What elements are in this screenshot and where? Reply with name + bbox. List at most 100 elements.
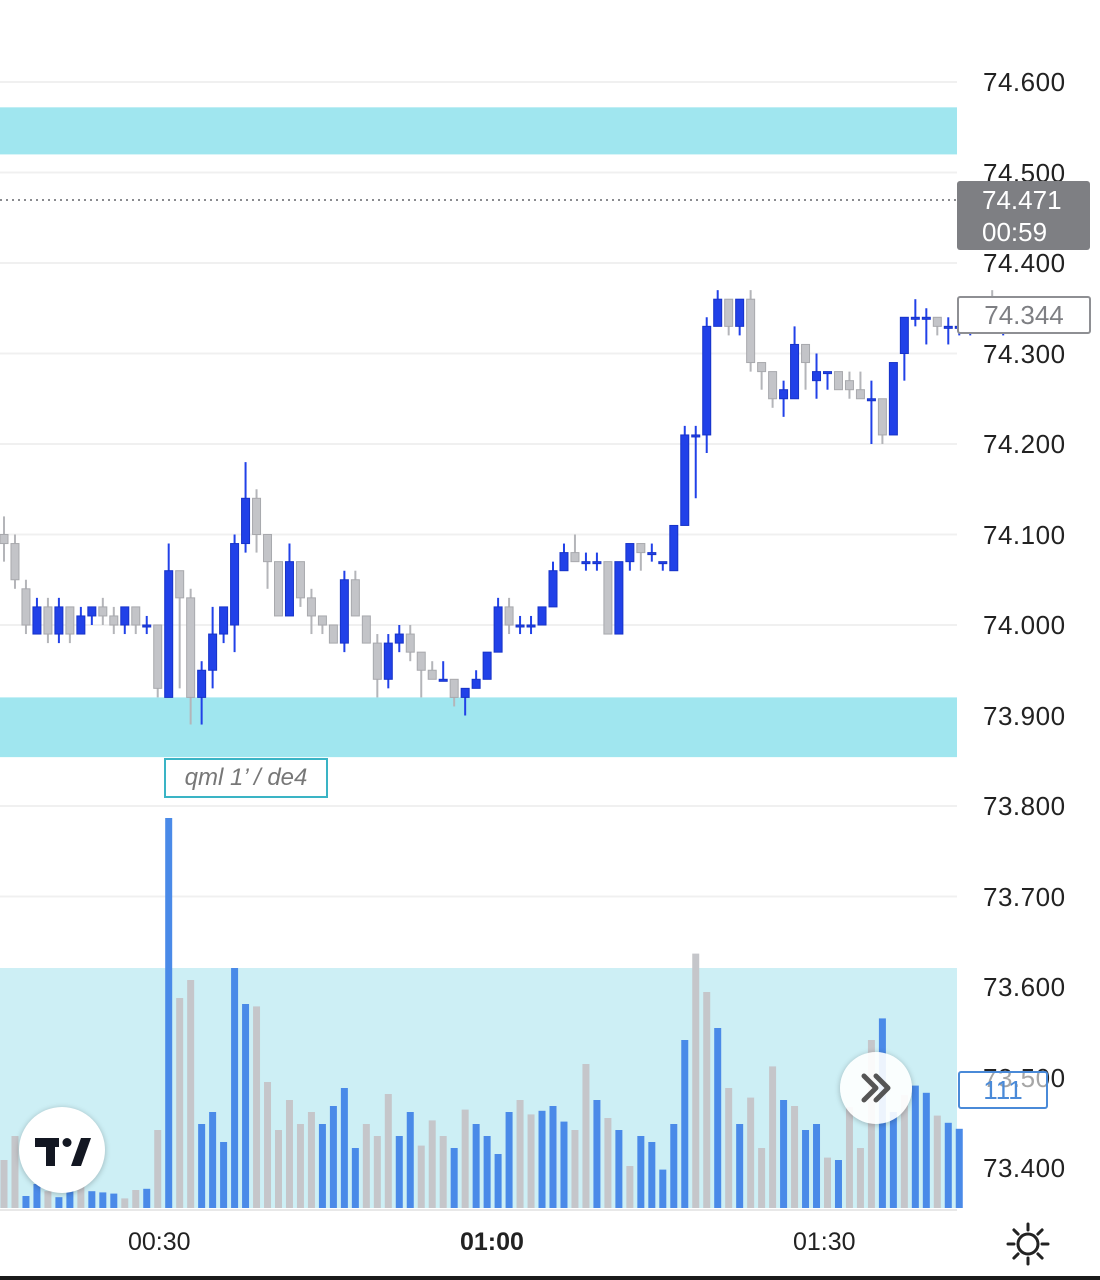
candle-body (339, 579, 349, 644)
candle (877, 398, 887, 444)
candle-body (482, 651, 492, 680)
candle-body (274, 561, 283, 617)
candle (350, 570, 360, 617)
volume-bar (154, 1130, 162, 1208)
volume-bar (582, 1064, 590, 1208)
price-axis-label: 74.000 (983, 610, 1066, 640)
candle-body (449, 678, 459, 698)
candle-body (219, 606, 229, 635)
candle (263, 534, 273, 589)
candle (197, 661, 207, 725)
candle (306, 588, 316, 635)
candle-body (581, 561, 591, 565)
volume-bar (922, 1092, 930, 1208)
candle (65, 606, 75, 644)
volume-bar (834, 1160, 842, 1208)
candle-body (636, 543, 646, 554)
candle (186, 588, 196, 725)
candle (713, 290, 723, 327)
candle (208, 606, 218, 689)
price-axis-label: 73.800 (983, 791, 1066, 821)
candle-body (899, 316, 909, 354)
candle-body (98, 606, 108, 617)
candle-body (833, 371, 843, 391)
candle (636, 543, 646, 571)
price-axis-label: 74.200 (983, 429, 1066, 459)
candle (339, 570, 349, 653)
candle (691, 425, 701, 499)
candle (614, 561, 624, 635)
candle-body (241, 497, 251, 545)
zone-annotation[interactable]: qml 1’ / de4 (164, 758, 328, 798)
candle-body (713, 298, 723, 327)
candle (54, 597, 64, 644)
candle-body (197, 669, 207, 698)
volume-bar (275, 1130, 282, 1208)
volume-bar (736, 1124, 744, 1208)
candle-body (153, 624, 163, 689)
volume-layer (0, 818, 963, 1208)
price-axis-label: 73.900 (983, 700, 1066, 731)
candle-body (746, 298, 756, 364)
volume-bar (856, 1148, 864, 1208)
candle (943, 317, 953, 345)
candle-body (21, 588, 31, 626)
volume-bar (571, 1130, 579, 1208)
candle (603, 561, 613, 635)
candle (252, 489, 262, 553)
candle (120, 606, 130, 635)
time-axis-label: 01:30 (793, 1228, 856, 1256)
candle (131, 606, 141, 635)
candle (581, 552, 591, 571)
candle (87, 606, 97, 625)
candle-body (493, 606, 503, 653)
candle (899, 316, 909, 381)
candle (328, 624, 338, 644)
candle (757, 362, 767, 390)
candle (284, 543, 294, 617)
volume-bar (231, 968, 239, 1208)
volume-bar (121, 1198, 129, 1208)
scroll-to-realtime-button[interactable] (840, 1052, 912, 1124)
candle (493, 597, 503, 653)
volume-bar (681, 1040, 689, 1208)
last-price-value: 74.471 (982, 185, 1062, 215)
volume-bar (11, 1136, 19, 1208)
candle-body (757, 362, 767, 373)
candle (471, 670, 481, 689)
candle-body (669, 524, 679, 572)
volume-bar (813, 1124, 821, 1208)
candle-body (559, 552, 569, 572)
candle-body (65, 606, 75, 635)
candle (779, 380, 789, 417)
candle-body (614, 561, 624, 635)
candle-body (647, 552, 657, 556)
volume-bar (560, 1121, 568, 1208)
candle (592, 552, 602, 571)
volume-bar (209, 1112, 217, 1208)
candle (658, 561, 668, 571)
candle (680, 425, 690, 526)
candle-body (515, 624, 525, 628)
volume-bar (593, 1100, 601, 1208)
bottom-divider (0, 1276, 1100, 1280)
price-axis-label: 74.600 (983, 67, 1066, 97)
candle (482, 651, 492, 680)
candle-body (844, 380, 854, 391)
candle (866, 380, 876, 444)
candle (274, 561, 283, 617)
tradingview-logo-icon[interactable] (19, 1107, 105, 1193)
volume-bar (88, 1191, 96, 1208)
volume-bar (110, 1193, 118, 1208)
current-price-tag: 74.344 (957, 296, 1091, 334)
volume-bar (340, 1088, 348, 1208)
candle-body (76, 615, 86, 635)
candle-body (120, 606, 130, 626)
candle-body (526, 624, 536, 628)
volume-bar (494, 1154, 502, 1208)
volume-bar (911, 1085, 919, 1208)
settings-button[interactable] (1005, 1221, 1051, 1267)
candle-body (702, 325, 712, 436)
candle (570, 534, 580, 563)
